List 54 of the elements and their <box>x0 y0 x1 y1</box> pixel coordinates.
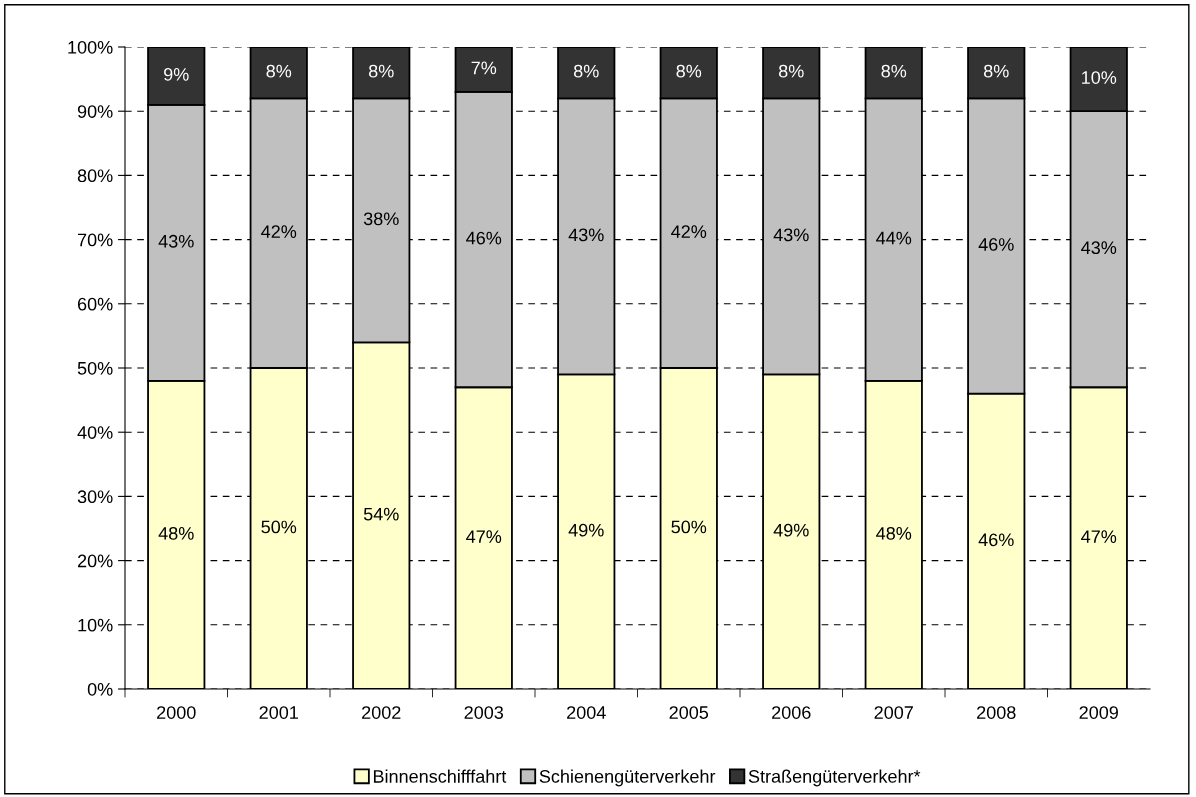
x-tick-label: 2008 <box>977 706 1016 719</box>
x-tick-label: 2000 <box>157 706 196 719</box>
x-tick-label: 2009 <box>1079 706 1118 719</box>
data-label: 43% <box>1081 241 1117 255</box>
y-tick-label: 0% <box>87 682 113 696</box>
y-tick-label: 40% <box>77 426 113 439</box>
data-label: 50% <box>671 520 707 534</box>
data-label: 46% <box>978 238 1014 251</box>
x-tick-label: 2005 <box>669 706 709 719</box>
data-label: 50% <box>261 520 297 534</box>
y-tick-label: 70% <box>77 233 113 247</box>
legend-label: Binnenschifffahrt <box>373 769 507 783</box>
y-tick-label: 30% <box>77 490 113 504</box>
data-label: 8% <box>573 64 599 78</box>
x-tick-label: 2002 <box>362 706 401 719</box>
data-label: 47% <box>1081 530 1117 543</box>
data-label: 46% <box>466 231 502 245</box>
data-label: 8% <box>778 64 804 78</box>
legend-label: Straßengüterverkehr* <box>748 769 921 787</box>
x-tick-label: 2007 <box>874 706 913 719</box>
data-label: 43% <box>773 228 809 242</box>
data-label: 44% <box>876 231 912 245</box>
data-label: 46% <box>978 533 1014 547</box>
x-tick-label: 2003 <box>464 706 504 719</box>
data-label: 49% <box>773 523 809 537</box>
y-tick-label: 20% <box>77 554 113 568</box>
data-label: 47% <box>466 530 502 543</box>
data-label: 42% <box>261 225 297 238</box>
x-tick-label: 2006 <box>772 706 811 719</box>
y-tick-label: 80% <box>77 169 113 183</box>
data-label: 8% <box>881 64 907 78</box>
data-label: 54% <box>363 507 399 521</box>
data-label: 49% <box>568 523 604 537</box>
y-tick-label: 60% <box>77 297 113 311</box>
data-label: 43% <box>568 228 604 242</box>
data-label: 43% <box>158 234 194 248</box>
data-label: 42% <box>671 225 707 238</box>
data-label: 38% <box>363 212 399 226</box>
data-label: 48% <box>158 526 194 540</box>
data-label: 9% <box>164 67 189 81</box>
y-tick-label: 50% <box>77 361 113 375</box>
data-label: 8% <box>368 64 394 78</box>
x-tick-label: 2004 <box>567 706 606 719</box>
data-label: 8% <box>983 64 1009 78</box>
y-tick-label: 90% <box>77 105 113 118</box>
data-label: 7% <box>471 61 497 75</box>
x-tick-label: 2001 <box>259 706 298 719</box>
legend-label: Schienengüterverkehr <box>539 769 716 787</box>
y-tick-label: 100% <box>68 40 113 54</box>
data-label: 8% <box>266 64 292 78</box>
data-label: 8% <box>676 64 702 78</box>
data-label: 48% <box>876 526 912 540</box>
data-label: 10% <box>1082 71 1117 84</box>
y-tick-label: 10% <box>78 618 113 632</box>
